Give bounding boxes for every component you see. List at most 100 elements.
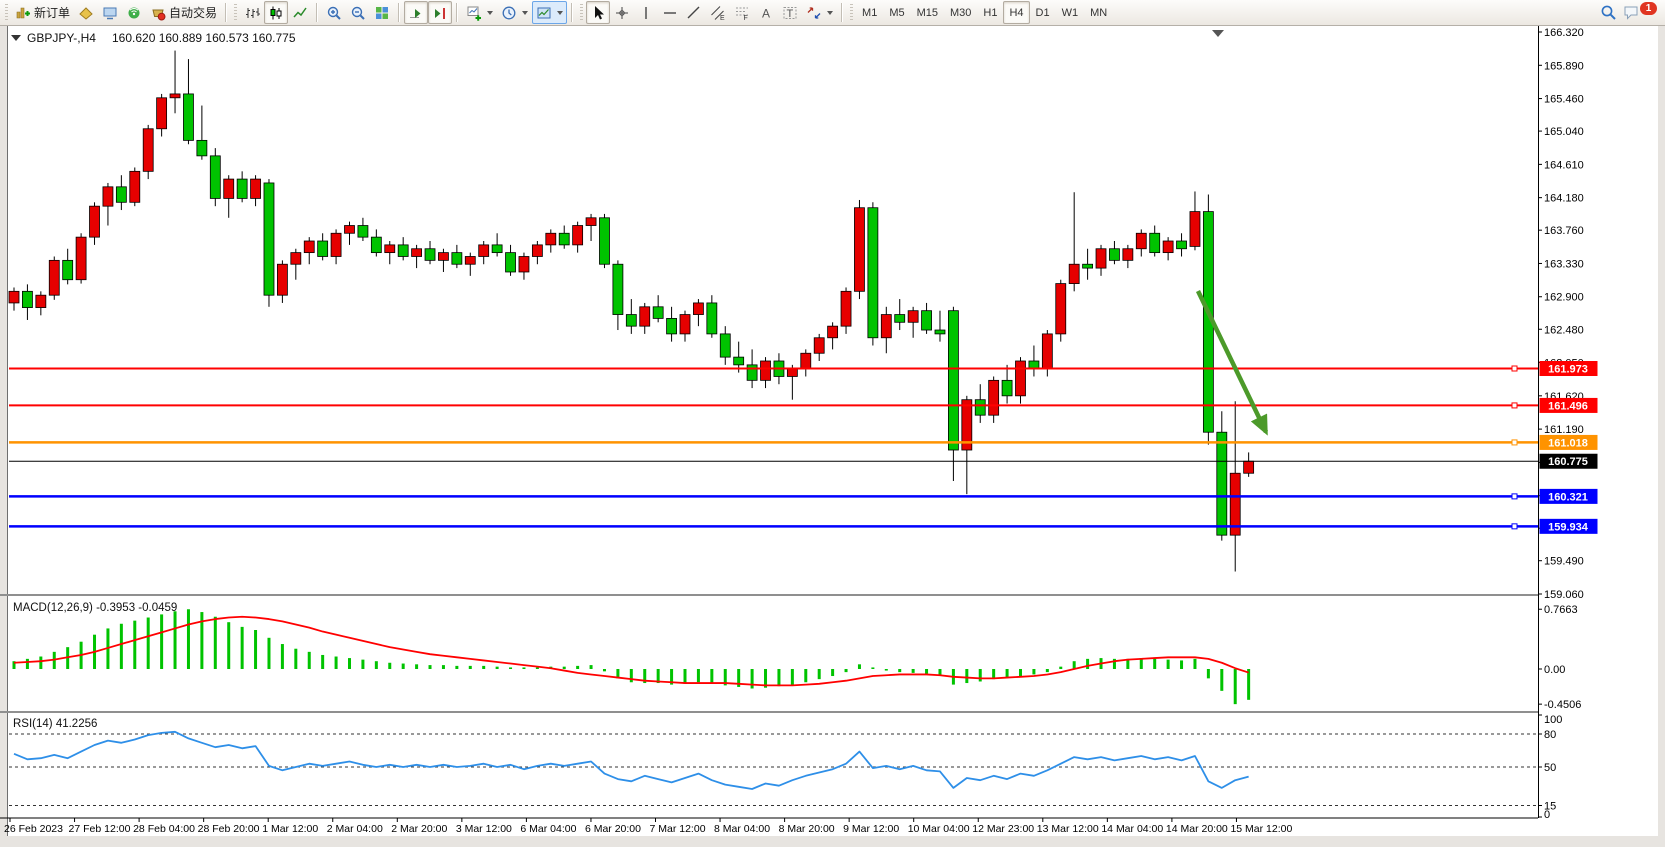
notification-badge[interactable]: 1: [1640, 2, 1657, 15]
macd-histogram-bar: [39, 656, 43, 669]
templates-button[interactable]: [532, 1, 568, 24]
zoom-in-icon: [327, 6, 341, 20]
macd-histogram-bar: [361, 659, 365, 669]
vertical-line-icon: [645, 6, 647, 19]
timeframe-H1[interactable]: H1: [983, 6, 998, 19]
macd-histogram-bar: [186, 609, 190, 669]
macd-histogram-bar: [1032, 669, 1036, 675]
tile-windows-button[interactable]: [370, 1, 394, 24]
toolbar-grip[interactable]: [234, 4, 238, 21]
timeframe-M5[interactable]: M5: [889, 6, 905, 19]
time-axis: 26 Feb 2023 27 Feb 12:00 28 Feb 04:00 28 Fe…: [4, 818, 1292, 835]
time-axis-label: 28 Feb 04:00: [133, 823, 195, 835]
bar-chart-icon: [246, 7, 261, 18]
toolbar-grip[interactable]: [580, 4, 584, 21]
timeframe-MN[interactable]: MN: [1090, 6, 1108, 19]
bar-chart-button[interactable]: [240, 1, 264, 24]
time-axis-label: 12 Mar 23:00: [972, 823, 1034, 835]
timeframe-M15[interactable]: M15: [916, 6, 938, 19]
candlestick: [974, 384, 986, 423]
macd-histogram-bar: [710, 669, 714, 684]
price-tick-label: 163.330: [1544, 258, 1584, 270]
candlestick: [478, 241, 490, 265]
candlestick: [693, 299, 704, 327]
cursor-tool-button[interactable]: [586, 1, 611, 24]
fibonacci-tool-button[interactable]: F: [730, 1, 754, 24]
auto-scroll-button[interactable]: [404, 1, 429, 24]
price-tick-label: 164.610: [1544, 159, 1584, 171]
panel-splitter[interactable]: [0, 711, 1538, 713]
chart-symbol-label[interactable]: GBPJPY-,H4: [27, 31, 96, 45]
candlestick-chart-button[interactable]: [264, 1, 289, 24]
candles-layer: [8, 50, 1255, 572]
line-handle[interactable]: [1511, 523, 1518, 530]
periods-button[interactable]: [497, 1, 532, 24]
new-order-button[interactable]: 新订单: [11, 1, 74, 24]
candlestick: [451, 244, 463, 269]
candlestick: [1015, 357, 1026, 404]
trendline-tool-button[interactable]: [682, 1, 706, 24]
macd-histogram-bar: [468, 665, 472, 669]
text-tool-button[interactable]: A: [754, 1, 778, 24]
macd-histogram-bar: [160, 614, 164, 669]
auto-trading-button[interactable]: 自动交易: [146, 1, 221, 24]
price-tick-label: 162.480: [1544, 324, 1584, 336]
line-handle[interactable]: [1511, 493, 1518, 500]
macd-histogram-bar: [25, 658, 29, 669]
line-handle[interactable]: [1511, 402, 1518, 409]
candlestick: [1162, 237, 1174, 261]
crosshair-tool-button[interactable]: [610, 1, 634, 24]
chart-shift-marker[interactable]: [1212, 30, 1224, 37]
panel-splitter[interactable]: [0, 594, 1538, 596]
new-chart-button[interactable]: [462, 1, 497, 24]
svg-text:E: E: [720, 15, 725, 21]
line-chart-button[interactable]: [288, 1, 312, 24]
macd-histogram-bar: [670, 669, 674, 685]
text-label-tool-button[interactable]: T: [778, 1, 802, 24]
new-chart-icon: [467, 6, 482, 21]
toolbar-grip[interactable]: [850, 4, 854, 21]
equidistant-channel-tool-button[interactable]: E: [706, 1, 730, 24]
time-axis-label: 10 Mar 04:00: [908, 823, 970, 835]
toolbar-grip[interactable]: [5, 4, 8, 21]
macd-histogram-bar: [723, 669, 727, 686]
timeframe-H4[interactable]: H4: [1003, 1, 1030, 24]
macd-histogram-bar: [925, 669, 929, 674]
price-tick-label: 159.060: [1544, 589, 1584, 601]
candlestick: [303, 237, 315, 265]
profiles-button[interactable]: [74, 1, 98, 24]
horizontal-line-tool-button[interactable]: [658, 1, 682, 24]
arrows-tool-button[interactable]: [802, 1, 837, 24]
tile-windows-icon: [376, 6, 389, 19]
chat-icon[interactable]: [1623, 4, 1641, 21]
macd-histogram-bar: [884, 669, 888, 671]
timeframe-D1[interactable]: D1: [1035, 6, 1050, 19]
price-tick-label: 161.190: [1544, 424, 1584, 436]
time-axis-label: 3 Mar 12:00: [456, 823, 512, 835]
candlestick: [625, 299, 637, 334]
macd-histogram-bar: [388, 662, 392, 669]
svg-text:T: T: [787, 8, 794, 20]
search-icon[interactable]: [1600, 4, 1617, 21]
chart-shift-button[interactable]: [428, 1, 453, 24]
dropdown-caret-icon: [487, 10, 494, 15]
timeframe-M1[interactable]: M1: [862, 6, 878, 19]
zoom-in-button[interactable]: [322, 1, 346, 24]
macd-histogram-bar: [857, 664, 861, 669]
vertical-line-tool-button[interactable]: [634, 1, 658, 24]
signals-button[interactable]: [122, 1, 146, 24]
candlestick: [22, 284, 33, 320]
symbol-dropdown-icon[interactable]: [11, 35, 21, 41]
macd-histogram-bar: [348, 658, 351, 669]
line-handle[interactable]: [1511, 365, 1518, 372]
down-trend-arrow[interactable]: [1195, 290, 1269, 436]
line-handle[interactable]: [1511, 439, 1518, 446]
market-watch-button[interactable]: [98, 1, 122, 24]
macd-histogram-bar: [1126, 658, 1130, 669]
zoom-out-button[interactable]: [346, 1, 370, 24]
candlestick: [250, 175, 261, 207]
candlestick: [988, 376, 1000, 423]
macd-histogram-bar: [764, 669, 768, 688]
timeframe-M30[interactable]: M30: [950, 6, 972, 19]
timeframe-W1[interactable]: W1: [1061, 6, 1079, 19]
